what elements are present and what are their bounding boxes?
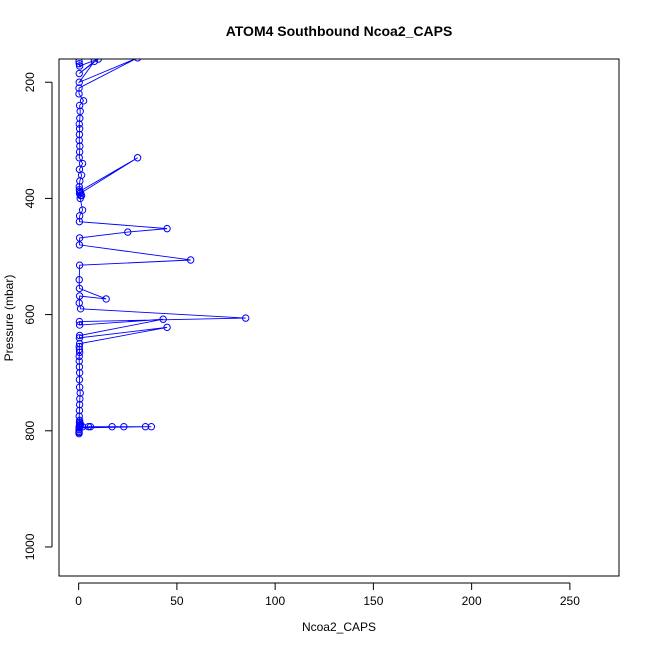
data-point: [75, 187, 84, 196]
data-point: [75, 234, 84, 242]
data-point: [75, 261, 84, 269]
data-point: [75, 62, 84, 70]
y-tick-label: 1000: [23, 533, 37, 560]
x-tick-label: 200: [462, 594, 482, 608]
data-point: [94, 59, 102, 63]
x-axis: 0 50 100 150 200 250: [75, 582, 580, 608]
data-point: [75, 339, 84, 348]
plot-border: [58, 58, 620, 577]
x-tick-label: 0: [75, 594, 82, 608]
data-point: [78, 206, 87, 214]
data-point: [75, 342, 83, 351]
data-point: [75, 292, 84, 300]
data-point: [75, 368, 84, 377]
data-point: [75, 84, 83, 92]
data-point: [75, 334, 84, 342]
data-point: [75, 284, 84, 293]
data-point: [75, 125, 84, 133]
data-point: [75, 331, 84, 340]
y-tick-label: 200: [23, 72, 37, 92]
y-tick-label: 400: [23, 188, 37, 208]
data-point: [75, 357, 83, 365]
y-tick-label: 800: [23, 420, 37, 440]
data-point: [76, 177, 84, 185]
series-line: [77, 59, 246, 434]
data-point: [76, 389, 84, 397]
x-tick-label: 150: [363, 594, 383, 608]
data-point: [75, 136, 83, 145]
data-point: [75, 406, 84, 415]
data-point: [241, 314, 250, 322]
data-point: [147, 423, 156, 431]
data-point: [75, 101, 84, 110]
data-point: [141, 423, 150, 431]
data-point: [75, 345, 84, 354]
data-point: [102, 295, 110, 303]
y-axis: 200 400 600 800 1000: [23, 72, 53, 560]
data-point: [75, 190, 84, 198]
data-point: [90, 59, 99, 66]
data-point: [75, 148, 84, 156]
data-point: [133, 154, 142, 162]
data-point: [75, 90, 83, 98]
data-point: [75, 120, 83, 128]
data-point: [76, 114, 84, 122]
x-tick-label: 250: [560, 594, 580, 608]
data-point: [163, 323, 171, 332]
data-point: [76, 194, 84, 203]
data-point: [76, 142, 84, 150]
data-point: [163, 224, 171, 233]
data-point: [75, 363, 84, 371]
data-point: [76, 107, 84, 115]
data-point: [75, 217, 84, 226]
chart-title: ATOM4 Southbound Ncoa2_CAPS: [226, 23, 453, 39]
data-point: [159, 315, 167, 323]
data-point: [76, 305, 85, 313]
data-point: [75, 383, 84, 391]
data-point: [75, 400, 84, 409]
data-point: [186, 256, 195, 264]
data-point: [75, 154, 83, 162]
data-point: [75, 212, 84, 220]
data-point: [124, 228, 132, 236]
data-point: [75, 130, 84, 139]
data-point: [75, 412, 83, 420]
data-point: [75, 78, 83, 86]
data-point: [75, 69, 83, 78]
data-point: [108, 423, 116, 431]
y-axis-label: Pressure (mbar): [2, 275, 16, 362]
data-point: [75, 348, 84, 357]
data-point: [76, 395, 84, 403]
data-point: [75, 321, 84, 329]
data-point: [75, 352, 83, 361]
data-point: [75, 59, 83, 66]
data-point: [75, 317, 84, 326]
data-point: [75, 429, 83, 438]
x-axis-label: Ncoa2_CAPS: [302, 620, 376, 634]
data-point: [78, 159, 87, 168]
data-point: [75, 375, 84, 384]
x-tick-label: 100: [265, 594, 285, 608]
data-point: [75, 241, 84, 249]
plot-area: [75, 59, 250, 438]
data-point: [79, 97, 88, 105]
data-point: [75, 276, 83, 284]
x-tick-label: 50: [170, 594, 184, 608]
y-tick-label: 600: [23, 304, 37, 324]
data-point: [84, 423, 93, 431]
data-point: [120, 423, 128, 431]
data-point: [86, 423, 95, 431]
data-point: [134, 59, 142, 62]
